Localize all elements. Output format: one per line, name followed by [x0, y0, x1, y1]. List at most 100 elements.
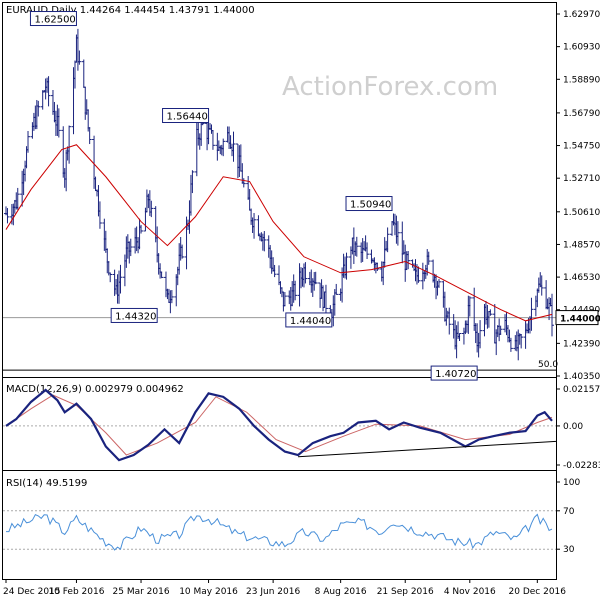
ohlc-bar	[508, 337, 513, 352]
rsi-panel-header: RSI(14) 49.5199	[6, 478, 87, 489]
ohlc-bar	[550, 293, 554, 337]
price-tick-label: 1.42390	[563, 339, 600, 349]
annotation-box	[345, 196, 393, 212]
ohlc-bar	[190, 170, 195, 194]
moving-average-line	[5, 144, 553, 322]
ohlc-bar	[77, 50, 82, 65]
macd-panel: 0.021577 0.00 -0.022833	[3, 385, 600, 471]
macd-main-line	[5, 388, 553, 462]
ohlc-bar	[15, 187, 20, 210]
ohlc-bar	[344, 252, 349, 280]
macd-tick-label: 0.00	[563, 422, 583, 432]
ohlc-bar	[40, 90, 45, 110]
ohlc-bar	[272, 264, 277, 278]
ohlc-bar	[457, 333, 462, 342]
annotation-text: 1.40720	[435, 369, 476, 380]
price-tick-label: 1.62970	[563, 10, 600, 20]
price-tick-label: 1.50610	[563, 208, 600, 218]
ohlc-bar	[97, 201, 102, 229]
x-tick-label: 24 Dec 2015	[3, 587, 61, 597]
annotation-box	[430, 365, 478, 381]
current-price-value: 1.44000	[560, 315, 600, 325]
ohlc-bar	[375, 262, 380, 271]
macd-tick-label: 0.021577	[563, 385, 600, 395]
ohlc-bar	[26, 130, 31, 153]
ohlc-bar	[180, 244, 185, 259]
rsi-panel: 100 70 30	[3, 478, 580, 555]
price-annotations: 1.62500 1.56440 1.50940 1.44320 1.44040 1.407…	[29, 11, 478, 381]
annotation-box	[162, 108, 210, 124]
price-tick-label: 1.52710	[563, 174, 600, 184]
ohlc-bar	[354, 236, 359, 257]
ohlc-bar	[323, 284, 328, 317]
ohlc-bar	[313, 271, 318, 285]
ohlc-bar	[334, 283, 339, 295]
annotation-label: 1.56440	[162, 108, 210, 124]
price-tick-label: 1.60930	[563, 43, 600, 53]
rsi-tick-label: 70	[563, 507, 575, 517]
annotation-box	[285, 312, 333, 328]
ohlc-bar	[447, 307, 452, 335]
annotation-label: 1.44320	[110, 307, 158, 323]
ohlc-bar	[385, 227, 390, 253]
macd-panel-header: MACD(12,26,9) 0.002979 0.004962	[6, 384, 184, 395]
price-bars	[4, 28, 554, 361]
ohlc-bar	[118, 264, 123, 294]
macd-signal-line	[5, 394, 553, 456]
ohlc-bar	[149, 200, 154, 218]
ohlc-bar	[365, 242, 370, 260]
ohlc-bar	[252, 213, 257, 239]
ohlc-bar	[303, 262, 308, 284]
ohlc-bar	[436, 279, 441, 288]
annotation-text: 1.62500	[34, 15, 75, 26]
x-tick-label: 4 Nov 2016	[444, 587, 496, 597]
ohlc-bar	[519, 333, 524, 349]
x-tick-label: 20 Dec 2016	[509, 587, 567, 597]
ohlc-bar	[478, 320, 483, 349]
annotation-text: 1.44040	[290, 316, 331, 327]
x-tick-label: 21 Sep 2016	[377, 587, 434, 597]
ohlc-bar	[56, 108, 61, 138]
ohlc-bar	[406, 250, 411, 270]
ohlc-bar	[5, 208, 10, 224]
ohlc-bar	[81, 59, 86, 88]
ohlc-bar	[169, 290, 174, 304]
ohlc-bar	[282, 292, 287, 307]
ohlc-bar	[467, 296, 472, 317]
rsi-tick-label: 30	[563, 545, 575, 555]
annotation-label: 1.44040	[285, 312, 333, 328]
ohlc-bar	[539, 275, 544, 296]
annotation-label: 1.62500	[29, 11, 77, 27]
ohlc-bar	[87, 127, 92, 145]
price-tick-label: 1.58890	[563, 75, 600, 85]
x-tick-label: 10 May 2016	[179, 587, 238, 597]
fib-50-label: 50.0	[538, 360, 558, 370]
ohlc-bar	[256, 215, 261, 237]
moving-average	[5, 144, 553, 322]
annotation-label: 1.50940	[345, 196, 393, 212]
price-tick-label: 1.40350	[563, 372, 600, 382]
ohlc-bar	[416, 266, 421, 283]
price-tick-label: 1.56790	[563, 109, 600, 119]
ohlc-bar	[221, 138, 226, 157]
ohlc-bar	[36, 100, 41, 117]
annotation-box	[29, 11, 77, 27]
ohlc-bar	[426, 251, 431, 265]
annotation-text: 1.50940	[350, 200, 391, 211]
macd-trendline	[298, 440, 557, 458]
ohlc-bar	[46, 76, 51, 107]
ohlc-bar	[262, 231, 267, 252]
ohlc-bar	[529, 297, 534, 331]
watermark: ActionForex.com	[282, 72, 498, 102]
ohlc-bar	[67, 125, 72, 164]
x-tick-label: 25 Mar 2016	[113, 587, 170, 597]
ohlc-bar	[108, 272, 113, 283]
x-tick-label: 8 Aug 2016	[315, 587, 367, 597]
price-axis: 1.62970 1.60930 1.58890 1.56790 1.54750 1.527…	[555, 10, 600, 382]
ohlc-bar	[128, 238, 133, 257]
x-tick-label: 10 Feb 2016	[48, 587, 104, 597]
ohlc-bar	[395, 221, 400, 246]
ohlc-bar	[139, 224, 144, 234]
